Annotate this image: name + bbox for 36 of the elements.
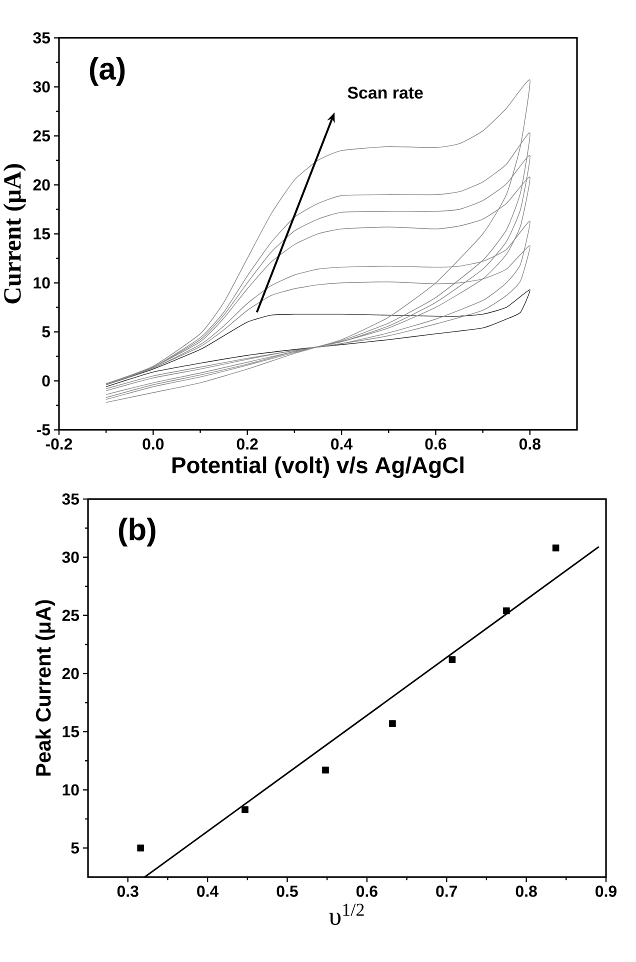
y-tick-label: 5 — [71, 842, 80, 854]
y-tick-label: -5 — [36, 424, 50, 436]
x-axis-title: Potential (volt) v/s Ag/AgCl — [172, 456, 464, 478]
y-tick-label: 25 — [33, 130, 50, 142]
x-tick-label: 0.8 — [516, 886, 537, 897]
y-axis-title: Current (μA) — [3, 164, 26, 304]
y-axis-title: Peak Current (μA) — [35, 600, 55, 776]
x-tick-label: 0.9 — [596, 886, 616, 897]
annotation: Scan rate — [348, 86, 423, 99]
y-tick-label: 15 — [62, 726, 80, 738]
x-tick-label: 0.5 — [276, 886, 298, 897]
y-tick-label: 25 — [62, 610, 80, 622]
x-tick-label: 0.8 — [519, 438, 540, 450]
y-tick-label: 30 — [33, 81, 50, 92]
y-tick-label: 10 — [62, 784, 79, 796]
text: (a) — [90, 57, 125, 86]
y-tick-label: 15 — [34, 228, 50, 240]
x-tick-label: 0.2 — [236, 438, 258, 450]
y-tick-label: 35 — [62, 493, 80, 505]
y-tick-label: 20 — [33, 179, 50, 190]
y-tick-label: 35 — [33, 32, 50, 44]
text: (b) — [118, 518, 156, 547]
y-tick-label: 30 — [62, 552, 79, 563]
x-tick-label: 0.4 — [331, 438, 353, 450]
x-tick-label: -0.2 — [46, 438, 72, 450]
y-tick-label: 10 — [34, 277, 50, 288]
y-tick-label: 20 — [62, 668, 79, 680]
x-tick-label: 0.4 — [197, 886, 219, 897]
x-tick-label: 0.6 — [425, 438, 446, 450]
y-tick-label: 0 — [42, 375, 50, 386]
x-tick-label: 0.0 — [142, 438, 164, 450]
x-tick-label: 0.3 — [117, 886, 138, 897]
x-axis-title: υ$^{1/2}$ — [329, 904, 364, 926]
x-tick-label: 0.7 — [436, 886, 457, 897]
y-tick-label: 5 — [42, 326, 50, 338]
x-tick-label: 0.6 — [356, 886, 378, 897]
